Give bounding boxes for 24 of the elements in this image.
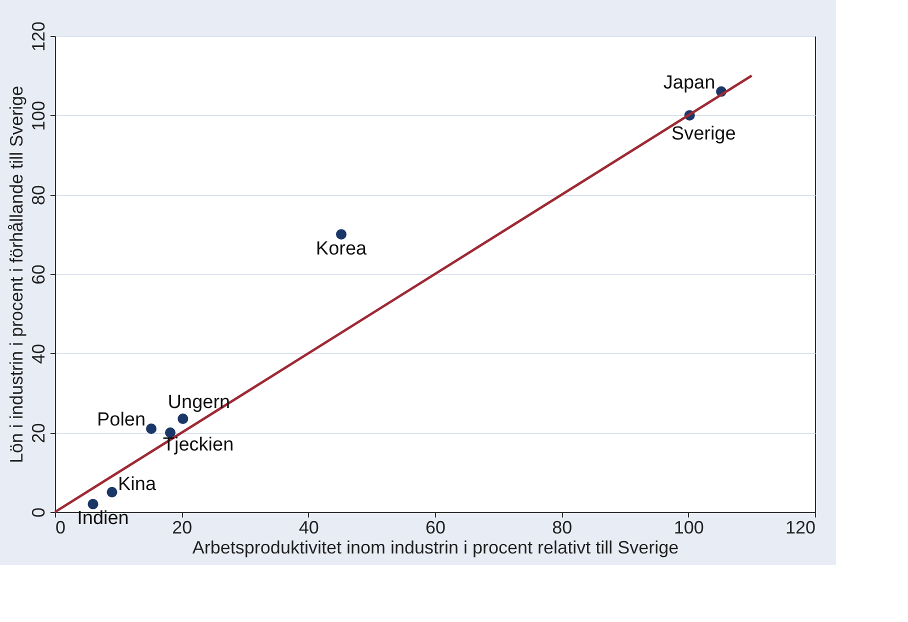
y-tick-label: 0 bbox=[28, 507, 48, 518]
annotation: Japan bbox=[663, 72, 716, 94]
annotation: Tjeckien bbox=[162, 434, 234, 456]
y-tick-label: 120 bbox=[28, 21, 48, 52]
annotation: Korea bbox=[316, 238, 368, 260]
x-tick-label: 80 bbox=[552, 518, 572, 538]
annotation: Ungern bbox=[168, 392, 230, 413]
annotation: Indien bbox=[77, 508, 129, 530]
x-tick-label: 100 bbox=[674, 518, 704, 538]
x-tick-label: 120 bbox=[785, 518, 816, 538]
x-tick-label: 60 bbox=[425, 518, 446, 538]
y-tick-label: 80 bbox=[28, 185, 48, 206]
y-tick-label: 60 bbox=[28, 264, 48, 285]
annotation: Kina bbox=[118, 474, 156, 496]
x-tick-label: 0 bbox=[56, 518, 66, 538]
x-tick-label: 40 bbox=[298, 518, 319, 538]
y-axis-title: Lön i industrin i procent i förhållande till Sverige bbox=[6, 86, 26, 464]
y-tick-label: 40 bbox=[28, 344, 48, 364]
x-axis-title: Arbetsproduktivitet inom industrin i procent relativt till Sverige bbox=[192, 538, 679, 558]
annotation: Sverige bbox=[671, 123, 736, 144]
y-tick-label: 20 bbox=[28, 423, 48, 444]
annotation: Polen bbox=[96, 410, 146, 431]
x-tick-label: 20 bbox=[172, 518, 192, 538]
y-tick-label: 100 bbox=[28, 100, 48, 131]
